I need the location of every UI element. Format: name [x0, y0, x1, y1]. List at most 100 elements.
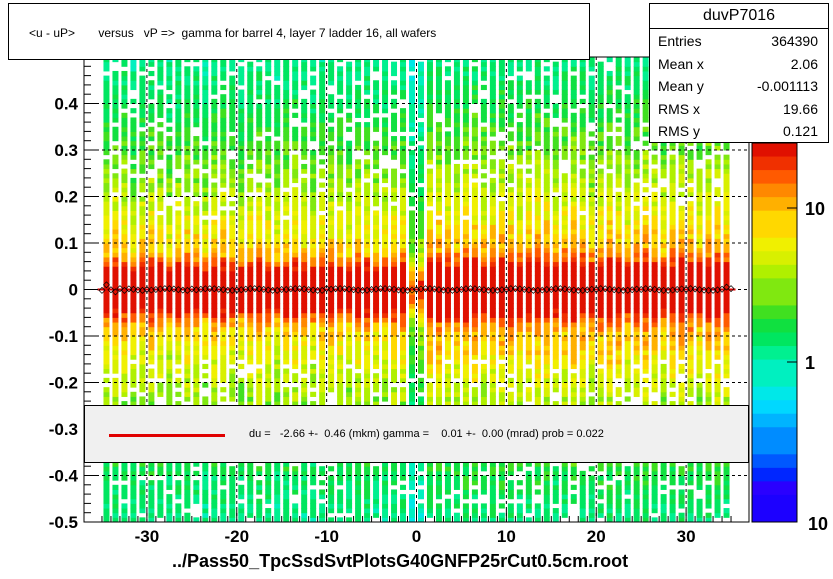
heatmap-cell: [543, 373, 550, 379]
heatmap-cell: [588, 363, 595, 370]
heatmap-cell: [561, 196, 568, 202]
heatmap-cell: [130, 377, 137, 383]
heatmap-cell: [364, 503, 371, 509]
heatmap-cell: [579, 322, 586, 328]
heatmap-cell: [426, 461, 433, 467]
heatmap-cell: [139, 270, 146, 277]
heatmap-cell: [444, 136, 451, 142]
heatmap-cell: [489, 177, 496, 184]
heatmap-cell: [247, 66, 254, 72]
heatmap-cell: [426, 247, 433, 253]
heatmap-cell: [525, 61, 532, 67]
heatmap-cell: [310, 131, 317, 137]
heatmap-cell: [319, 140, 326, 146]
heatmap-cell: [588, 247, 595, 253]
heatmap-cell: [310, 401, 317, 407]
heatmap-cell: [418, 187, 424, 193]
heatmap-cell: [337, 201, 344, 207]
heatmap-cell: [480, 154, 487, 160]
heatmap-cell: [489, 94, 496, 100]
heatmap-cell: [498, 229, 505, 235]
heatmap-cell: [435, 131, 442, 137]
heatmap-cell: [238, 401, 245, 407]
heatmap-cell: [444, 266, 451, 272]
heatmap-cell: [193, 136, 200, 142]
heatmap-cell: [319, 377, 326, 383]
heatmap-cell: [211, 122, 218, 128]
heatmap-cell: [283, 275, 290, 281]
heatmap-cell: [400, 75, 407, 81]
heatmap-cell: [337, 247, 344, 253]
heatmap-cell: [247, 308, 254, 314]
heatmap-cell: [310, 243, 317, 249]
heatmap-cell: [552, 150, 559, 156]
heatmap-cell: [256, 480, 263, 486]
heatmap-cell: [543, 66, 550, 72]
heatmap-cell: [471, 331, 478, 337]
heatmap-cell: [409, 340, 415, 346]
heatmap-cell: [400, 396, 407, 402]
heatmap-cell: [382, 461, 389, 467]
heatmap-cell: [103, 317, 110, 323]
heatmap-cell: [453, 345, 460, 351]
heatmap-cell: [265, 84, 272, 91]
heatmap-cell: [229, 359, 236, 365]
heatmap-cell: [391, 70, 398, 77]
heatmap-cell: [400, 187, 407, 193]
heatmap-cell: [462, 275, 469, 281]
heatmap-cell: [498, 336, 505, 342]
heatmap-cell: [570, 354, 577, 360]
heatmap-cell: [256, 112, 263, 118]
heatmap-cell: [319, 308, 326, 314]
heatmap-cell: [453, 136, 460, 142]
heatmap-cell: [525, 312, 532, 318]
heatmap-cell: [391, 187, 398, 193]
heatmap-cell: [498, 280, 505, 286]
heatmap-cell: [274, 201, 281, 207]
heatmap-cell: [561, 187, 568, 193]
heatmap-cell: [220, 261, 227, 267]
heatmap-cell: [103, 266, 110, 272]
heatmap-cell: [166, 336, 173, 342]
heatmap-cell: [373, 498, 380, 504]
heatmap-cell: [579, 182, 586, 188]
heatmap-cell: [220, 66, 227, 72]
heatmap-cell: [382, 359, 389, 365]
heatmap-cell: [346, 98, 353, 104]
heatmap-cell: [238, 284, 245, 290]
heatmap-cell: [211, 387, 218, 393]
heatmap-cell: [543, 131, 550, 137]
heatmap-cell: [534, 210, 541, 216]
heatmap-cell: [202, 201, 209, 207]
heatmap-cell: [507, 484, 514, 490]
heatmap-cell: [453, 150, 460, 156]
heatmap-cell: [211, 363, 218, 370]
heatmap-cell: [130, 140, 137, 146]
heatmap-cell: [444, 187, 451, 193]
heatmap-cell: [283, 303, 290, 309]
heatmap-cell: [103, 94, 110, 100]
heatmap-cell: [480, 289, 487, 295]
heatmap-cell: [238, 377, 245, 383]
heatmap-cell: [337, 84, 344, 91]
heatmap-cell: [238, 382, 245, 388]
heatmap-cell: [382, 275, 389, 281]
heatmap-cell: [346, 89, 353, 95]
heatmap-cell: [355, 224, 362, 230]
heatmap-cell: [364, 382, 371, 388]
heatmap-cell: [301, 210, 308, 216]
heatmap-cell: [103, 117, 110, 123]
heatmap-cell: [211, 317, 218, 323]
heatmap-cell: [471, 480, 478, 486]
heatmap-cell: [426, 312, 433, 318]
heatmap-cell: [507, 70, 514, 77]
heatmap-cell: [292, 466, 299, 472]
heatmap-cell: [211, 210, 218, 216]
heatmap-cell: [337, 89, 344, 95]
heatmap-cell: [507, 266, 514, 272]
heatmap-cell: [256, 66, 263, 72]
heatmap-cell: [121, 215, 128, 221]
heatmap-cell: [373, 401, 380, 407]
heatmap-cell: [543, 205, 550, 211]
heatmap-cell: [301, 252, 308, 258]
